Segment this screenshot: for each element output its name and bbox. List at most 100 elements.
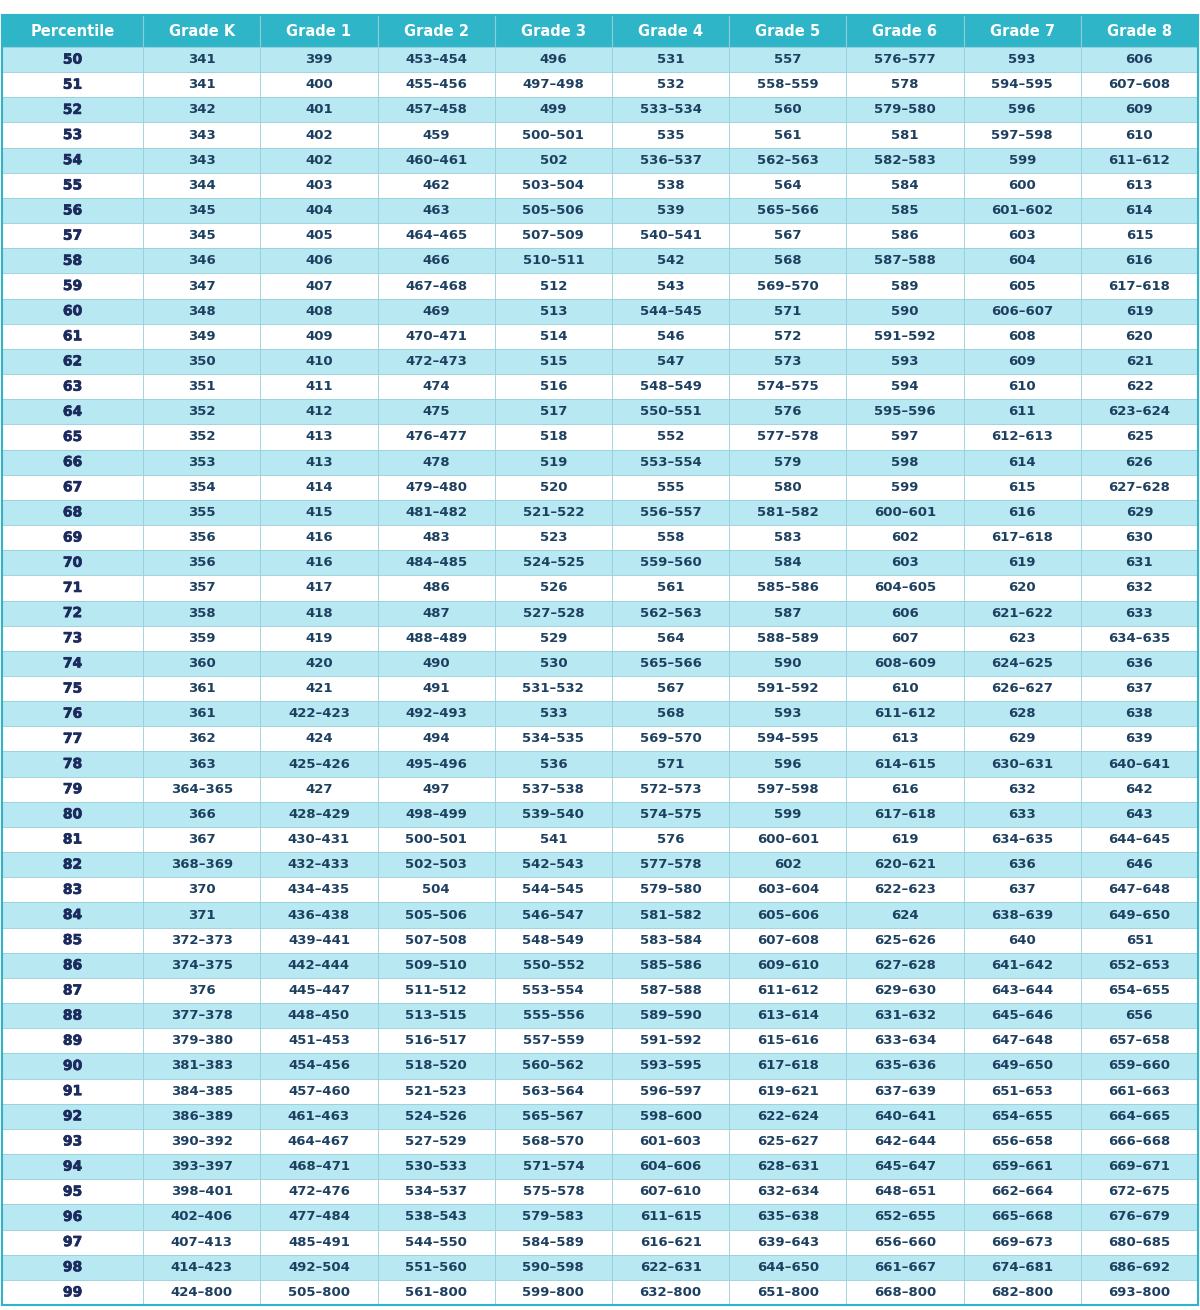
Bar	[964, 927, 1081, 952]
Text: 58: 58	[62, 254, 83, 267]
Bar	[378, 299, 494, 324]
Text: 463: 463	[422, 204, 450, 217]
Text: 50: 50	[62, 52, 83, 67]
Text: 573: 573	[774, 355, 802, 368]
Bar	[964, 122, 1081, 148]
Bar	[730, 1179, 846, 1204]
Text: 427: 427	[305, 782, 332, 795]
Text: 381–383: 381–383	[170, 1060, 233, 1073]
Bar	[1081, 600, 1198, 626]
Bar	[494, 198, 612, 223]
Bar	[1081, 550, 1198, 575]
Text: 596: 596	[774, 757, 802, 770]
Text: 616: 616	[1008, 506, 1036, 519]
Bar	[143, 122, 260, 148]
Bar	[730, 600, 846, 626]
Bar	[1081, 878, 1198, 903]
Text: 366: 366	[188, 808, 216, 821]
Bar	[260, 575, 378, 600]
Text: 637: 637	[1008, 883, 1036, 896]
Text: 476–477: 476–477	[406, 431, 467, 444]
Text: 572–573: 572–573	[640, 782, 701, 795]
Text: 360: 360	[188, 656, 216, 669]
Bar	[612, 424, 730, 449]
Text: 352: 352	[188, 431, 216, 444]
Bar	[612, 827, 730, 852]
Text: 613–614: 613–614	[757, 1009, 818, 1022]
Bar	[612, 525, 730, 550]
Bar	[1081, 626, 1198, 651]
Text: 613: 613	[892, 732, 919, 745]
Text: 693–800: 693–800	[1109, 1286, 1170, 1300]
Text: 504: 504	[422, 883, 450, 896]
Text: 606: 606	[892, 607, 919, 620]
Bar	[378, 1028, 494, 1053]
Text: Grade 1: Grade 1	[287, 24, 352, 38]
Text: 514: 514	[540, 330, 568, 343]
Bar	[143, 1129, 260, 1154]
Bar	[494, 474, 612, 500]
Bar	[260, 122, 378, 148]
Text: 638–639: 638–639	[991, 909, 1054, 921]
Bar	[378, 626, 494, 651]
Bar	[378, 249, 494, 274]
Bar	[378, 1078, 494, 1104]
Text: 633–634: 633–634	[874, 1035, 936, 1047]
Bar	[846, 1129, 964, 1154]
Text: 515: 515	[540, 355, 568, 368]
Text: 556–557: 556–557	[640, 506, 701, 519]
Text: 593: 593	[1008, 54, 1036, 66]
Text: 647–648: 647–648	[1109, 883, 1170, 896]
Text: 598: 598	[892, 456, 919, 469]
Text: 372–373: 372–373	[170, 934, 233, 947]
Bar	[846, 525, 964, 550]
Bar	[612, 198, 730, 223]
Text: 564: 564	[656, 631, 684, 645]
Text: 581–582: 581–582	[757, 506, 818, 519]
Bar	[2, 626, 143, 651]
Text: 80: 80	[62, 807, 83, 821]
Text: 668–800: 668–800	[874, 1286, 936, 1300]
Bar	[964, 525, 1081, 550]
Text: 485–491: 485–491	[288, 1235, 350, 1248]
Text: 555–556: 555–556	[522, 1009, 584, 1022]
Bar	[612, 1053, 730, 1078]
Bar	[964, 651, 1081, 676]
Text: 607–608: 607–608	[757, 934, 818, 947]
Bar	[494, 651, 612, 676]
Text: 358: 358	[188, 607, 216, 620]
Text: 534–535: 534–535	[522, 732, 584, 745]
Text: 651–653: 651–653	[991, 1085, 1054, 1098]
Bar	[612, 878, 730, 903]
Text: 598–600: 598–600	[640, 1110, 702, 1123]
Bar	[612, 14, 730, 47]
Bar	[378, 701, 494, 726]
Text: 346: 346	[188, 254, 216, 267]
Bar	[2, 1204, 143, 1230]
Text: 596: 596	[1008, 103, 1036, 117]
Text: 589–590: 589–590	[640, 1009, 702, 1022]
Bar	[846, 676, 964, 701]
Bar	[260, 1104, 378, 1129]
Bar	[2, 1129, 143, 1154]
Bar	[378, 1280, 494, 1305]
Bar	[730, 626, 846, 651]
Bar	[612, 1154, 730, 1179]
Bar	[143, 1255, 260, 1280]
Text: 416: 416	[305, 557, 332, 570]
Text: 407–413: 407–413	[170, 1235, 233, 1248]
Bar	[260, 903, 378, 927]
Text: 551–560: 551–560	[406, 1260, 467, 1273]
Bar	[260, 1003, 378, 1028]
Text: 464–465: 464–465	[406, 229, 467, 242]
Text: 600–601: 600–601	[757, 833, 818, 846]
Text: 486: 486	[422, 582, 450, 595]
Text: 600–601: 600–601	[874, 506, 936, 519]
Text: 544–550: 544–550	[406, 1235, 467, 1248]
Text: 617–618: 617–618	[991, 531, 1054, 544]
Text: 351: 351	[188, 380, 216, 393]
Text: 512: 512	[540, 279, 568, 292]
Bar	[730, 424, 846, 449]
Text: 343: 343	[188, 128, 216, 141]
Bar	[143, 777, 260, 802]
